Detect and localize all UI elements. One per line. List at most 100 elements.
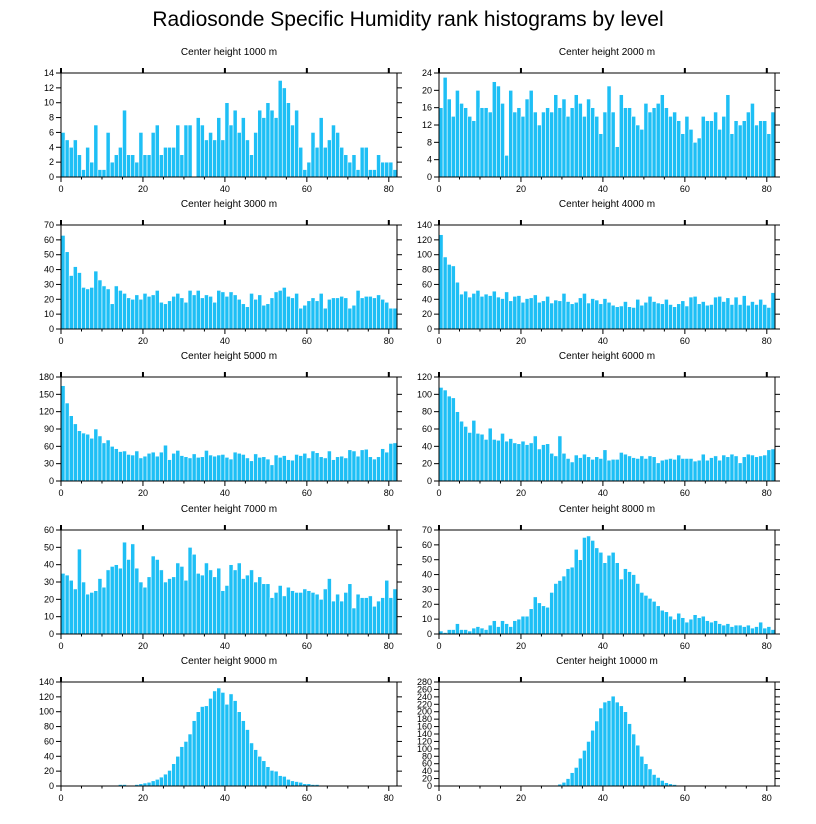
bar	[109, 161, 115, 178]
bar	[150, 555, 156, 635]
panel-6: Center height 6000 m 0 20 40 60 80 0 20 40 60 80 10…	[417, 351, 780, 498]
panel-10: Center height 10000 m0 20 40 60 800204060801…	[417, 656, 780, 803]
bar	[459, 103, 464, 178]
panel-title: Center height 9000 m	[181, 656, 277, 667]
bar	[200, 124, 205, 178]
bar	[368, 169, 373, 178]
y-tick-label: 10	[422, 614, 432, 624]
bar	[269, 464, 275, 482]
y-tick-label: 8	[49, 113, 54, 123]
bar	[725, 456, 731, 482]
x-tick-label: 80	[384, 488, 394, 498]
x-tick-label: 80	[762, 793, 772, 803]
y-tick-label: 50	[44, 542, 54, 552]
bar	[684, 458, 690, 482]
bar	[549, 111, 555, 178]
bar	[154, 290, 160, 330]
bar	[647, 598, 653, 635]
bar	[705, 620, 710, 635]
bar	[249, 460, 254, 482]
y-tick-label: 50	[422, 555, 432, 565]
x-tick-label: 20	[516, 184, 526, 194]
bar	[327, 139, 332, 178]
bar	[684, 305, 690, 330]
bar	[318, 293, 324, 330]
panel-9: Center height 9000 m 0 20 40 60 80 0 20 40 60 80 10…	[39, 656, 402, 803]
bar	[167, 146, 172, 178]
bar	[696, 459, 702, 482]
y-tick-label: 40	[422, 766, 432, 776]
bar	[651, 107, 657, 178]
bar	[586, 456, 591, 482]
bar	[146, 296, 152, 330]
bar	[762, 454, 768, 482]
plot-frame	[60, 681, 398, 787]
bar	[680, 133, 686, 178]
y-tick-label: 0	[49, 324, 54, 334]
bar	[561, 575, 567, 635]
bar	[343, 592, 349, 635]
bar	[471, 120, 477, 178]
bar	[335, 593, 340, 635]
bar	[483, 293, 489, 330]
bar	[109, 566, 115, 635]
bar	[81, 287, 86, 330]
bar	[766, 449, 772, 482]
bar	[290, 459, 295, 482]
y-tick-label: 20	[44, 766, 54, 776]
y-tick-label: 60	[44, 525, 54, 535]
y-tick-label: 220	[417, 699, 432, 709]
panel-1: Center height 1000 m 0 20 40 60 80 0 2 4 6 8 10 12 14	[44, 47, 402, 194]
bar	[368, 456, 373, 482]
bar	[392, 307, 398, 330]
bar	[664, 782, 669, 787]
bar	[273, 454, 279, 482]
bar	[569, 303, 575, 330]
bar	[253, 749, 258, 787]
bar	[335, 297, 340, 330]
bar	[187, 290, 193, 330]
bar	[500, 103, 505, 178]
y-tick-label: 20	[422, 774, 432, 784]
bar	[746, 624, 751, 635]
bar	[696, 137, 702, 178]
bar	[240, 578, 246, 635]
bar	[647, 296, 653, 330]
bar	[524, 298, 530, 330]
bar	[302, 452, 308, 482]
bar	[122, 293, 127, 330]
bar	[496, 296, 501, 330]
bar	[89, 437, 95, 482]
bar	[335, 132, 340, 178]
bar	[380, 448, 386, 482]
bar	[236, 562, 242, 635]
bar	[355, 593, 361, 635]
bar	[351, 607, 357, 635]
bar	[265, 102, 271, 178]
bar	[475, 290, 481, 330]
bar	[163, 773, 168, 787]
bar	[598, 303, 604, 330]
bar	[322, 457, 328, 482]
bar	[655, 103, 661, 178]
bar	[138, 457, 144, 482]
bar	[281, 595, 287, 635]
bar	[508, 90, 514, 178]
y-tick-label: 0	[427, 172, 432, 182]
bar	[220, 454, 226, 482]
bar	[376, 294, 381, 330]
bar	[220, 692, 226, 787]
bar	[614, 146, 620, 178]
y-tick-label: 20	[422, 85, 432, 95]
y-tick-label: 60	[422, 759, 432, 769]
bar	[150, 780, 156, 787]
bar	[81, 581, 86, 635]
bar	[224, 102, 230, 178]
bar	[257, 109, 263, 178]
bar	[565, 458, 571, 482]
bar	[359, 597, 365, 635]
bar	[343, 154, 349, 178]
bar	[578, 103, 583, 178]
bar	[655, 302, 661, 330]
bar	[598, 551, 604, 635]
